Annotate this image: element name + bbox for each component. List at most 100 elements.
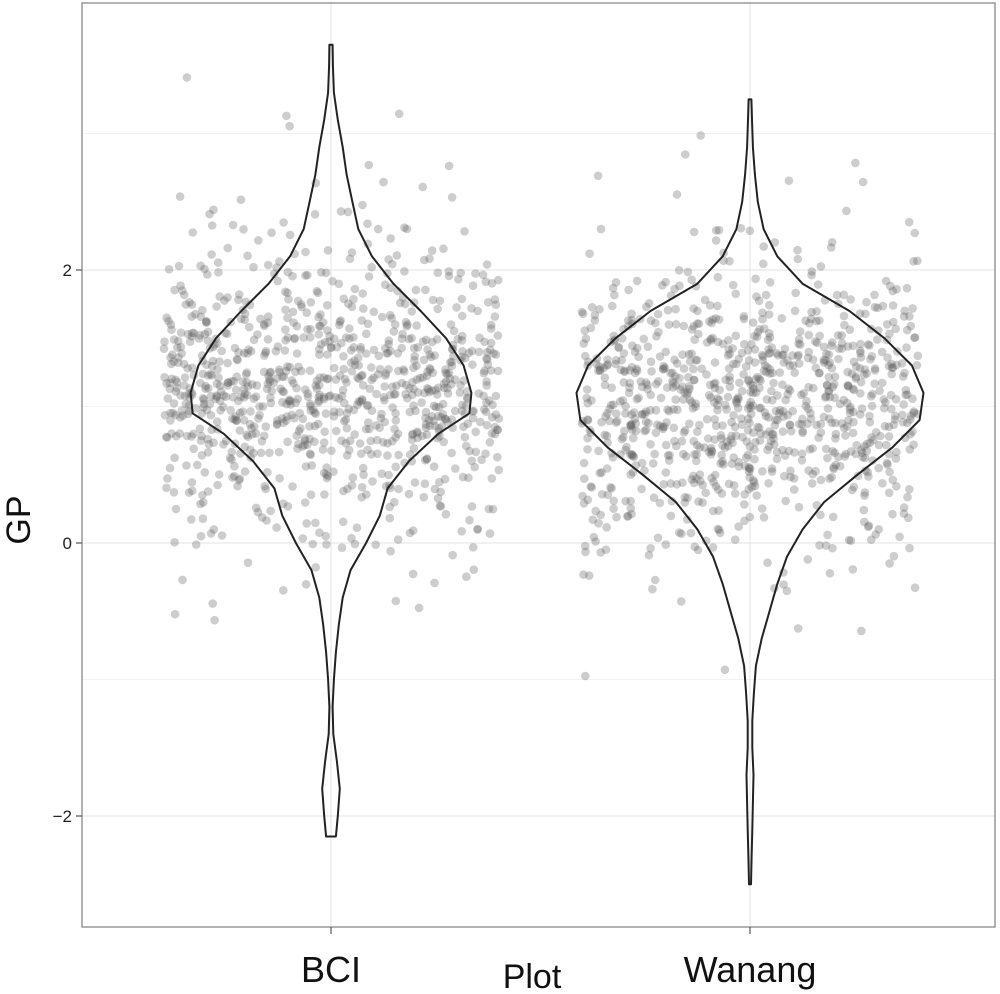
jitter-point <box>384 339 394 349</box>
jitter-point <box>690 375 699 385</box>
y-axis-title: GP <box>0 495 38 544</box>
jitter-point <box>223 293 232 302</box>
jitter-point <box>243 558 253 567</box>
jitter-point <box>485 438 495 447</box>
jitter-point <box>746 409 756 419</box>
jitter-point <box>760 408 770 417</box>
jitter-point <box>691 399 700 409</box>
jitter-point <box>260 321 269 331</box>
jitter-point <box>767 429 777 439</box>
jitter-point <box>168 408 178 418</box>
jitter-point <box>891 411 900 421</box>
jitter-point <box>658 365 668 374</box>
jitter-point <box>803 555 813 564</box>
jitter-point <box>234 295 243 305</box>
jitter-point <box>752 491 761 500</box>
jitter-point <box>386 546 395 556</box>
jitter-point <box>175 429 185 438</box>
jitter-point <box>849 417 858 427</box>
jitter-point <box>404 489 414 499</box>
jitter-point <box>731 431 741 441</box>
jitter-point <box>583 415 592 424</box>
jitter-point <box>624 388 634 398</box>
jitter-point <box>610 290 619 300</box>
jitter-point <box>458 400 467 410</box>
jitter-point <box>730 535 740 544</box>
jitter-point <box>349 343 358 352</box>
jitter-point <box>219 440 228 449</box>
jitter-point <box>213 480 222 490</box>
jitter-point <box>741 453 751 463</box>
jitter-point <box>457 336 467 345</box>
jitter-point <box>717 450 726 460</box>
jitter-point <box>317 268 326 277</box>
jitter-point <box>683 388 693 397</box>
jitter-point <box>749 478 759 487</box>
jitter-point <box>878 479 887 488</box>
jitter-point <box>844 382 853 391</box>
jitter-point <box>856 348 865 358</box>
jitter-point <box>457 527 467 536</box>
jitter-point <box>600 373 610 383</box>
jitter-point <box>388 382 397 392</box>
jitter-point <box>336 316 345 325</box>
jitter-point <box>687 398 696 407</box>
jitter-point <box>778 445 787 455</box>
jitter-point <box>755 374 764 384</box>
jitter-point <box>865 438 875 448</box>
jitter-point <box>821 541 831 550</box>
jitter-point <box>621 496 630 506</box>
jitter-point <box>451 464 460 473</box>
jitter-point <box>856 389 865 398</box>
jitter-point <box>358 381 368 390</box>
jitter-point <box>247 380 257 389</box>
jitter-point <box>709 379 719 389</box>
jitter-point <box>767 467 777 476</box>
jitter-point <box>582 385 592 394</box>
jitter-point <box>176 413 185 422</box>
jitter-point <box>851 372 861 382</box>
jitter-point <box>407 430 417 440</box>
jitter-point <box>760 324 769 334</box>
jitter-point <box>228 473 237 482</box>
jitter-point <box>434 383 443 393</box>
jitter-point <box>486 320 496 330</box>
jitter-point <box>233 481 242 491</box>
jitter-point <box>862 446 872 456</box>
jitter-point <box>596 510 605 520</box>
jitter-point <box>795 419 804 429</box>
jitter-point <box>438 410 448 419</box>
jitter-point <box>327 446 336 456</box>
jitter-point <box>160 410 170 420</box>
jitter-point <box>202 317 211 326</box>
jitter-point <box>316 340 326 349</box>
jitter-point <box>758 352 768 361</box>
jitter-point <box>456 268 466 278</box>
jitter-point <box>671 381 681 390</box>
jitter-point <box>603 360 613 369</box>
jitter-point <box>710 358 720 367</box>
jitter-point <box>578 491 587 501</box>
jitter-point <box>376 414 386 423</box>
jitter-point <box>203 371 213 380</box>
jitter-point <box>338 385 348 395</box>
jitter-point <box>251 429 261 438</box>
jitter-point <box>748 401 758 410</box>
jitter-point <box>310 421 320 431</box>
jitter-point <box>488 400 497 410</box>
jitter-point <box>230 471 239 481</box>
jitter-point <box>676 385 685 394</box>
violin-wanang <box>575 98 925 886</box>
jitter-point <box>253 330 262 339</box>
jitter-point <box>649 493 659 503</box>
jitter-point <box>767 343 777 352</box>
jitter-point <box>678 350 687 360</box>
jitter-point <box>353 373 362 382</box>
jitter-point <box>602 431 612 441</box>
jitter-point <box>867 352 877 361</box>
jitter-point <box>169 488 179 497</box>
jitter-point <box>493 425 502 435</box>
jitter-point <box>243 349 252 358</box>
jitter-point <box>761 430 771 439</box>
jitter-point <box>669 405 678 414</box>
